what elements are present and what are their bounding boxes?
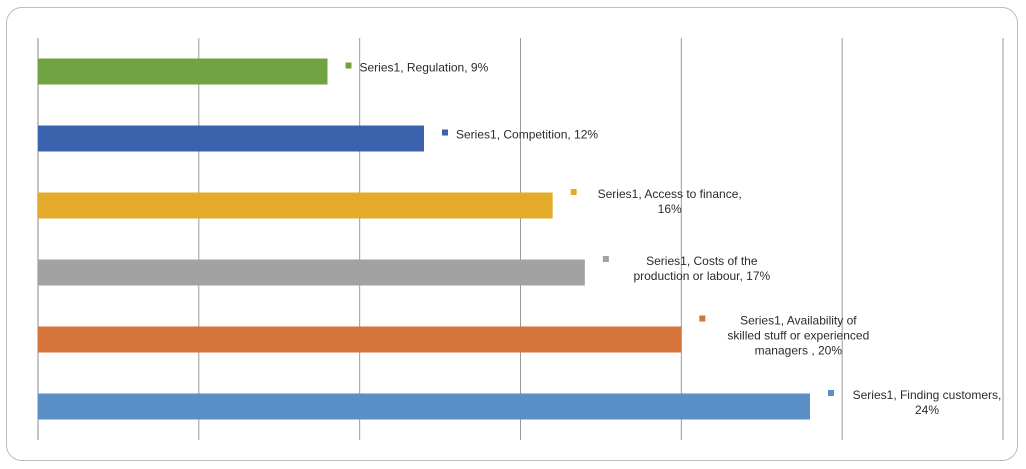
data-label: Series1, Finding customers, 24% [853,388,1002,417]
data-label-line: production or labour, 17% [633,269,770,283]
data-label: Series1, Costs of the production or labou… [633,254,770,283]
data-label-line: Series1, Availability of [740,314,857,328]
data-label-line: Series1, Costs of the [646,254,758,268]
data-label-marker [602,256,609,262]
data-label: Series1, Competition, 12% [456,128,598,142]
data-label-line: Series1, Regulation, 9% [360,61,489,75]
data-label-line: Series1, Competition, 12% [456,128,598,142]
data-label-line: skilled stuff or experienced [727,329,869,343]
bar [38,58,328,85]
data-label-marker [345,62,352,69]
data-label: Series1, Regulation, 9% [360,61,489,75]
data-label: Series1, Access to finance, 16% [598,187,742,216]
data-label-marker [828,390,834,396]
data-label-line: managers , 20% [755,344,843,358]
data-label-marker [699,315,706,322]
data-label-marker [570,189,577,195]
gridlines [37,38,1004,440]
bars [38,58,810,420]
bar [38,125,424,152]
bar [38,393,810,420]
bar [38,259,585,286]
data-label-marker [442,129,448,136]
data-label: Series1, Availability of skilled stuff or… [727,314,869,358]
data-labels: Series1, Finding customers, 24% Series1, A… [345,61,1002,417]
bar [38,192,553,219]
bar [38,326,682,353]
data-label-line: 24% [915,403,939,417]
data-label-line: Series1, Access to finance, [598,187,742,201]
data-label-line: Series1, Finding customers, [853,388,1002,402]
data-label-line: 16% [658,202,682,216]
